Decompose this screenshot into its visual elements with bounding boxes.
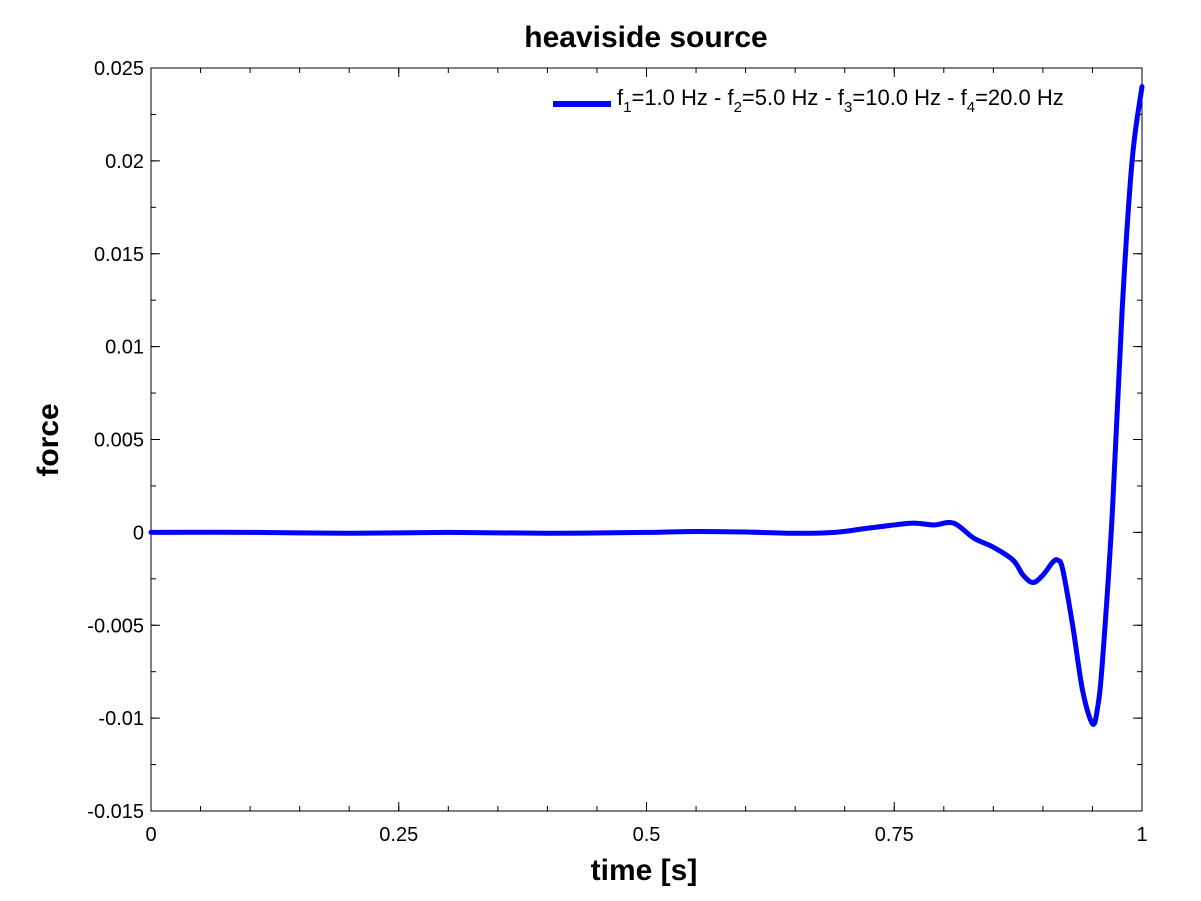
x-tick-label: 0.75 <box>875 824 914 846</box>
legend: f1=1.0 Hz - f2=5.0 Hz - f3=10.0 Hz - f4=… <box>553 85 1064 116</box>
y-axis-title: force <box>32 403 65 476</box>
legend-label: f1=1.0 Hz - f2=5.0 Hz - f3=10.0 Hz - f4=… <box>617 85 1064 116</box>
y-tick-label: -0.005 <box>87 615 144 637</box>
y-tick-label: 0.02 <box>105 151 144 173</box>
x-tick-label: 0.25 <box>379 824 418 846</box>
x-tick-label: 0.5 <box>633 824 661 846</box>
ticks <box>150 67 1143 812</box>
y-tick-label: 0.01 <box>105 337 144 359</box>
y-tick-label: 0.015 <box>94 244 144 266</box>
series-line <box>148 84 1145 727</box>
y-tick-label: 0 <box>133 522 144 544</box>
chart-title: heaviside source <box>524 21 767 54</box>
x-tick-label: 0 <box>145 824 156 846</box>
x-tick-label: 1 <box>1136 824 1147 846</box>
tick-labels: 0 0.25 0.5 0.75 1 -0.015 -0.01 -0.005 0 0.005 0.01… <box>87 58 1147 846</box>
y-tick-label: 0.005 <box>94 430 144 452</box>
x-axis-title: time [s] <box>591 854 698 887</box>
y-tick-label: -0.015 <box>87 801 144 823</box>
y-tick-label: -0.01 <box>98 708 144 730</box>
y-tick-label: 0.025 <box>94 58 144 80</box>
plot-area <box>150 67 1143 812</box>
